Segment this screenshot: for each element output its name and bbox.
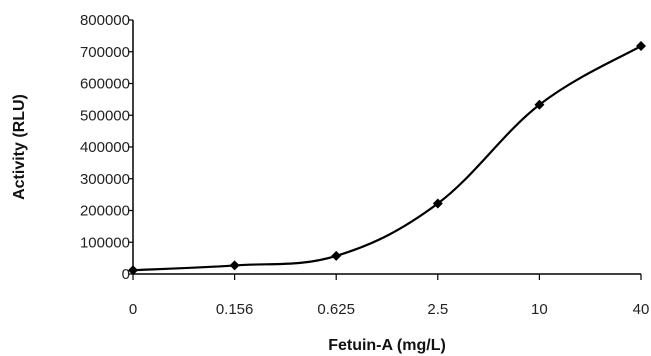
data-point-marker xyxy=(432,198,443,209)
x-tick-label: 40 xyxy=(633,301,650,318)
x-tick-label: 10 xyxy=(531,301,548,318)
series-line xyxy=(132,45,642,272)
y-tick-label: 200000 xyxy=(80,203,130,220)
data-point-marker xyxy=(331,250,342,261)
y-axis-title: Activity (RLU) xyxy=(11,94,28,200)
y-tick-label: 300000 xyxy=(80,171,130,188)
y-tick-label: 100000 xyxy=(80,234,130,251)
y-tick-label: 700000 xyxy=(80,44,130,61)
x-axis-title: Fetuin-A (mg/L) xyxy=(328,337,446,354)
x-tick-label: 2.5 xyxy=(427,301,448,318)
series-group xyxy=(128,41,646,276)
data-point-marker xyxy=(534,99,545,110)
y-tick-label: 600000 xyxy=(80,76,130,93)
x-axis-ticks: 0 0.156 0.625 2.5 10 40 xyxy=(129,274,650,318)
y-tick-label: 400000 xyxy=(80,139,130,156)
y-tick-label: 800000 xyxy=(80,12,130,29)
x-tick-label: 0 xyxy=(129,301,137,318)
x-tick-label: 0.156 xyxy=(216,301,254,318)
data-point-marker xyxy=(636,41,646,52)
y-axis-ticks: 0 100000 200000 300000 400000 500000 600000 700… xyxy=(80,12,133,283)
y-tick-label: 0 xyxy=(122,266,130,283)
data-point-marker xyxy=(128,265,138,276)
data-point-marker xyxy=(229,260,240,271)
y-tick-label: 500000 xyxy=(80,107,130,124)
x-tick-label: 0.625 xyxy=(317,301,355,318)
